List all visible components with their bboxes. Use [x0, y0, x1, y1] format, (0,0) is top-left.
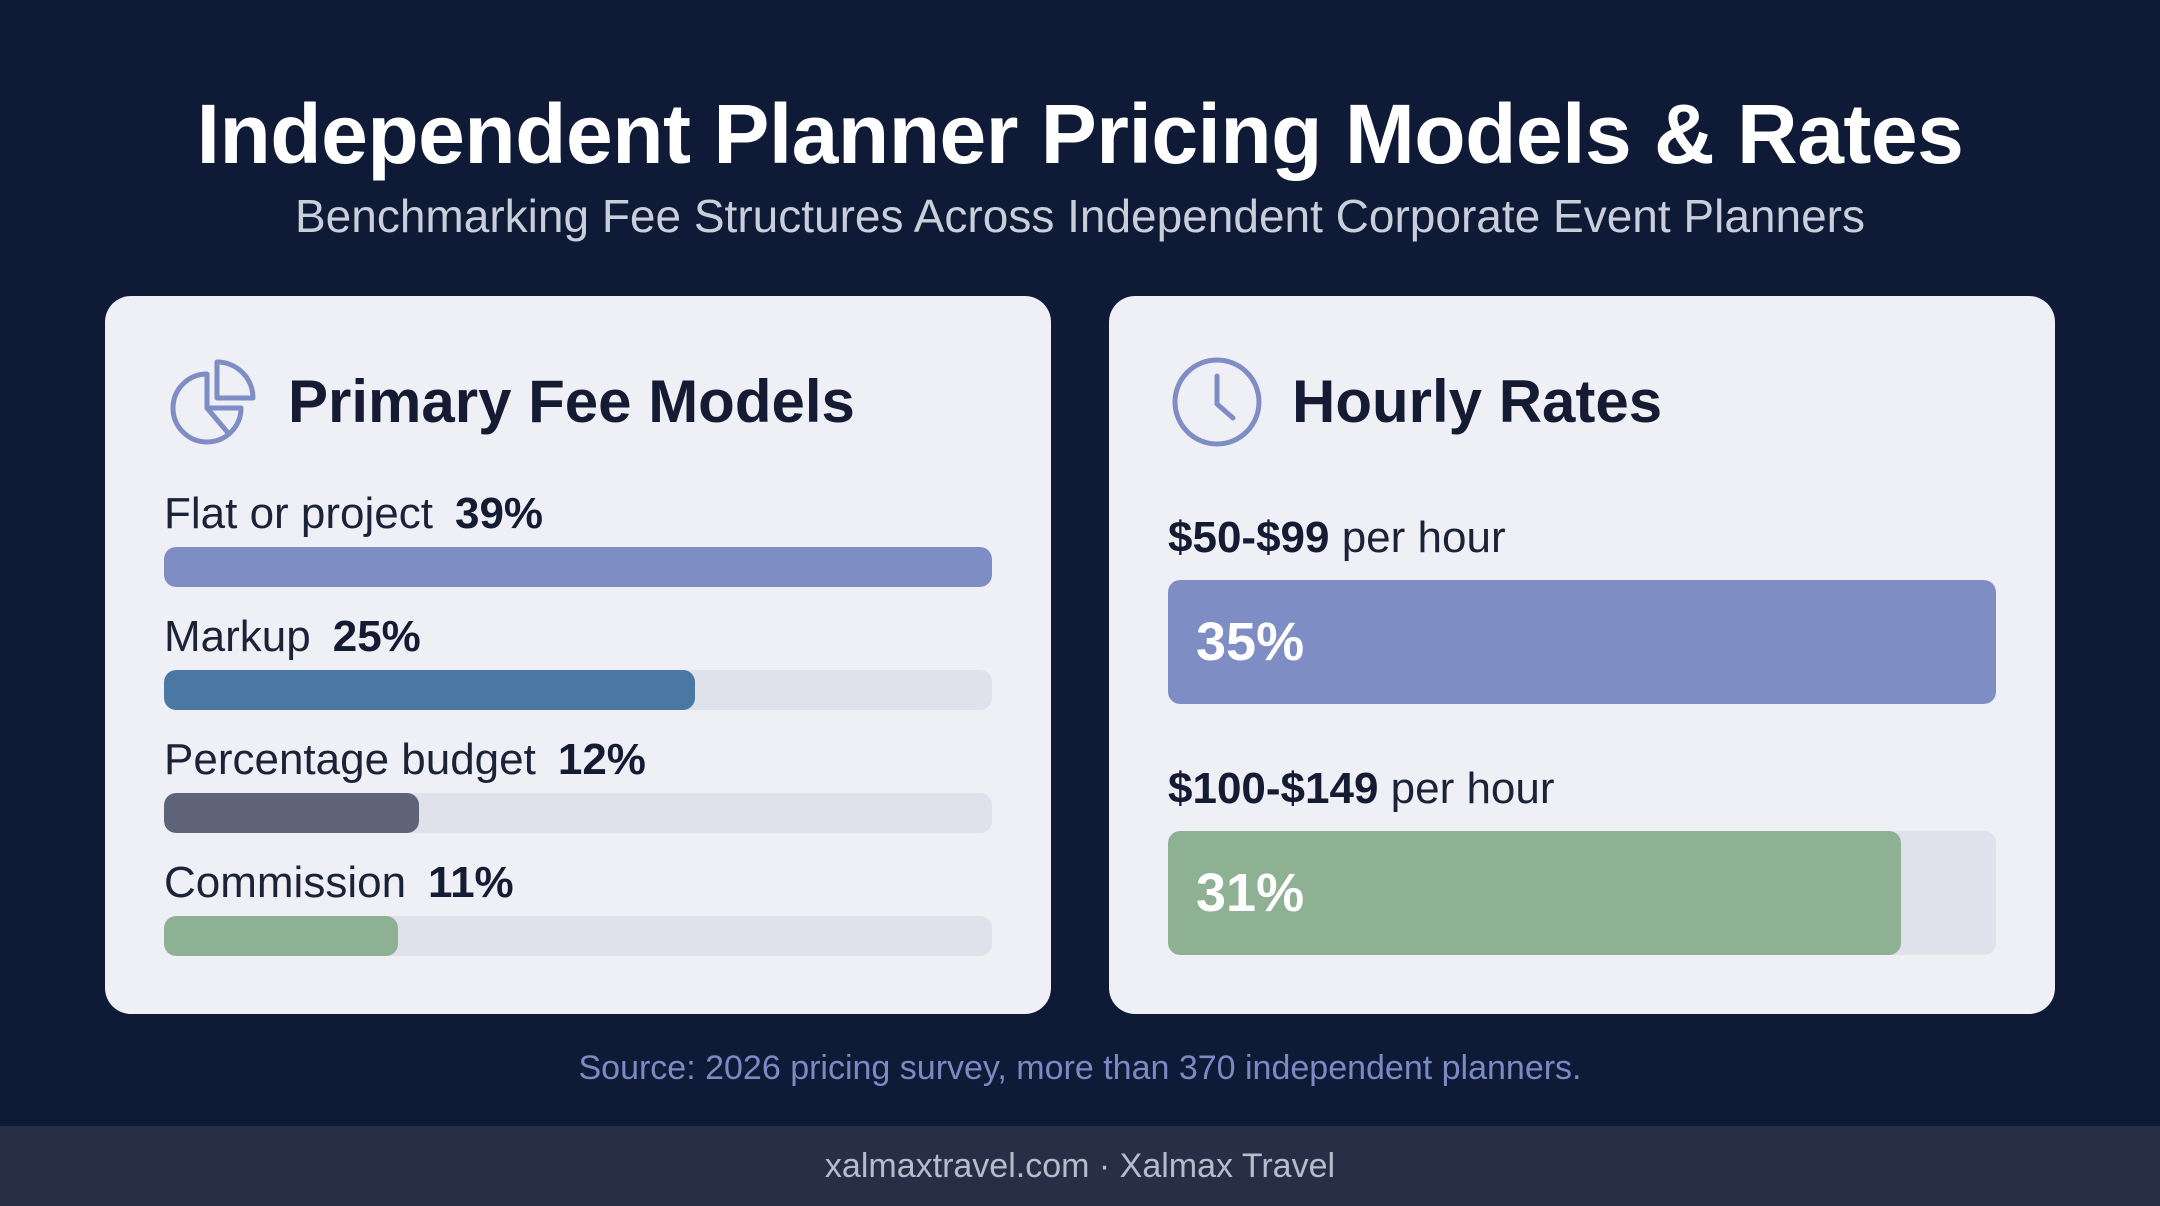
fee-bar-track: [164, 547, 992, 587]
fee-bar: [164, 916, 398, 956]
fee-bar-track: [164, 670, 992, 710]
fee-value-label: 39%: [454, 489, 544, 538]
fee-row-label: Percentage budget 12%: [164, 732, 646, 788]
pie-chart-icon: [170, 359, 256, 445]
fee-bar-track: [164, 916, 992, 956]
page-subtitle: Benchmarking Fee Structures Across Indep…: [295, 190, 1865, 242]
rate-row-label: $50-$99 per hour: [1168, 510, 1506, 566]
fee-bar-track: [164, 793, 992, 833]
fee-category: Percentage budget: [164, 735, 536, 784]
clock-icon: [1172, 357, 1262, 447]
fee-value-label: 11%: [428, 858, 514, 907]
rate-range: $100-$149: [1168, 764, 1379, 813]
fee-row-label: Markup 25%: [164, 609, 421, 665]
fee-bar: [164, 793, 419, 833]
rate-bar-track: 31%: [1168, 831, 1996, 955]
rate-bar-track: 35%: [1168, 580, 1996, 704]
hourly-rates-title: Hourly Rates: [1292, 368, 1663, 435]
rate-unit: per hour: [1378, 764, 1555, 813]
rate-bar: 31%: [1168, 831, 1902, 955]
source-note: Source: 2026 pricing survey, more than 3…: [578, 1049, 1582, 1087]
fee-row-label: Commission 11%: [164, 855, 514, 911]
fee-bar: [164, 670, 695, 710]
fee-value-label: 12%: [557, 735, 646, 784]
fee-models-title: Primary Fee Models: [288, 368, 855, 435]
fee-row-label: Flat or project 39%: [164, 486, 543, 542]
fee-category: Markup: [164, 612, 311, 661]
rate-value-label: 35%: [1196, 612, 1305, 672]
fee-bar: [164, 547, 992, 587]
page-title: Independent Planner Pricing Models & Rat…: [196, 87, 1964, 181]
footer-text: xalmaxtravel.com · Xalmax Travel: [824, 1146, 1336, 1185]
fee-value-label: 25%: [332, 612, 421, 661]
rate-unit: per hour: [1329, 513, 1506, 562]
footer-bar: xalmaxtravel.com · Xalmax Travel: [0, 1126, 2160, 1206]
hourly-rates-card: Hourly Rates $50-$99 per hour 35% $100-$…: [1109, 296, 2055, 1014]
fee-models-card: Primary Fee Models Flat or project 39% Ma…: [105, 296, 1051, 1014]
rate-bar: 35%: [1168, 580, 1996, 704]
fee-category: Flat or project: [164, 489, 433, 538]
rate-range: $50-$99: [1168, 513, 1330, 562]
rate-value-label: 31%: [1196, 863, 1305, 923]
rate-row-label: $100-$149 per hour: [1168, 761, 1555, 817]
fee-category: Commission: [164, 858, 407, 907]
